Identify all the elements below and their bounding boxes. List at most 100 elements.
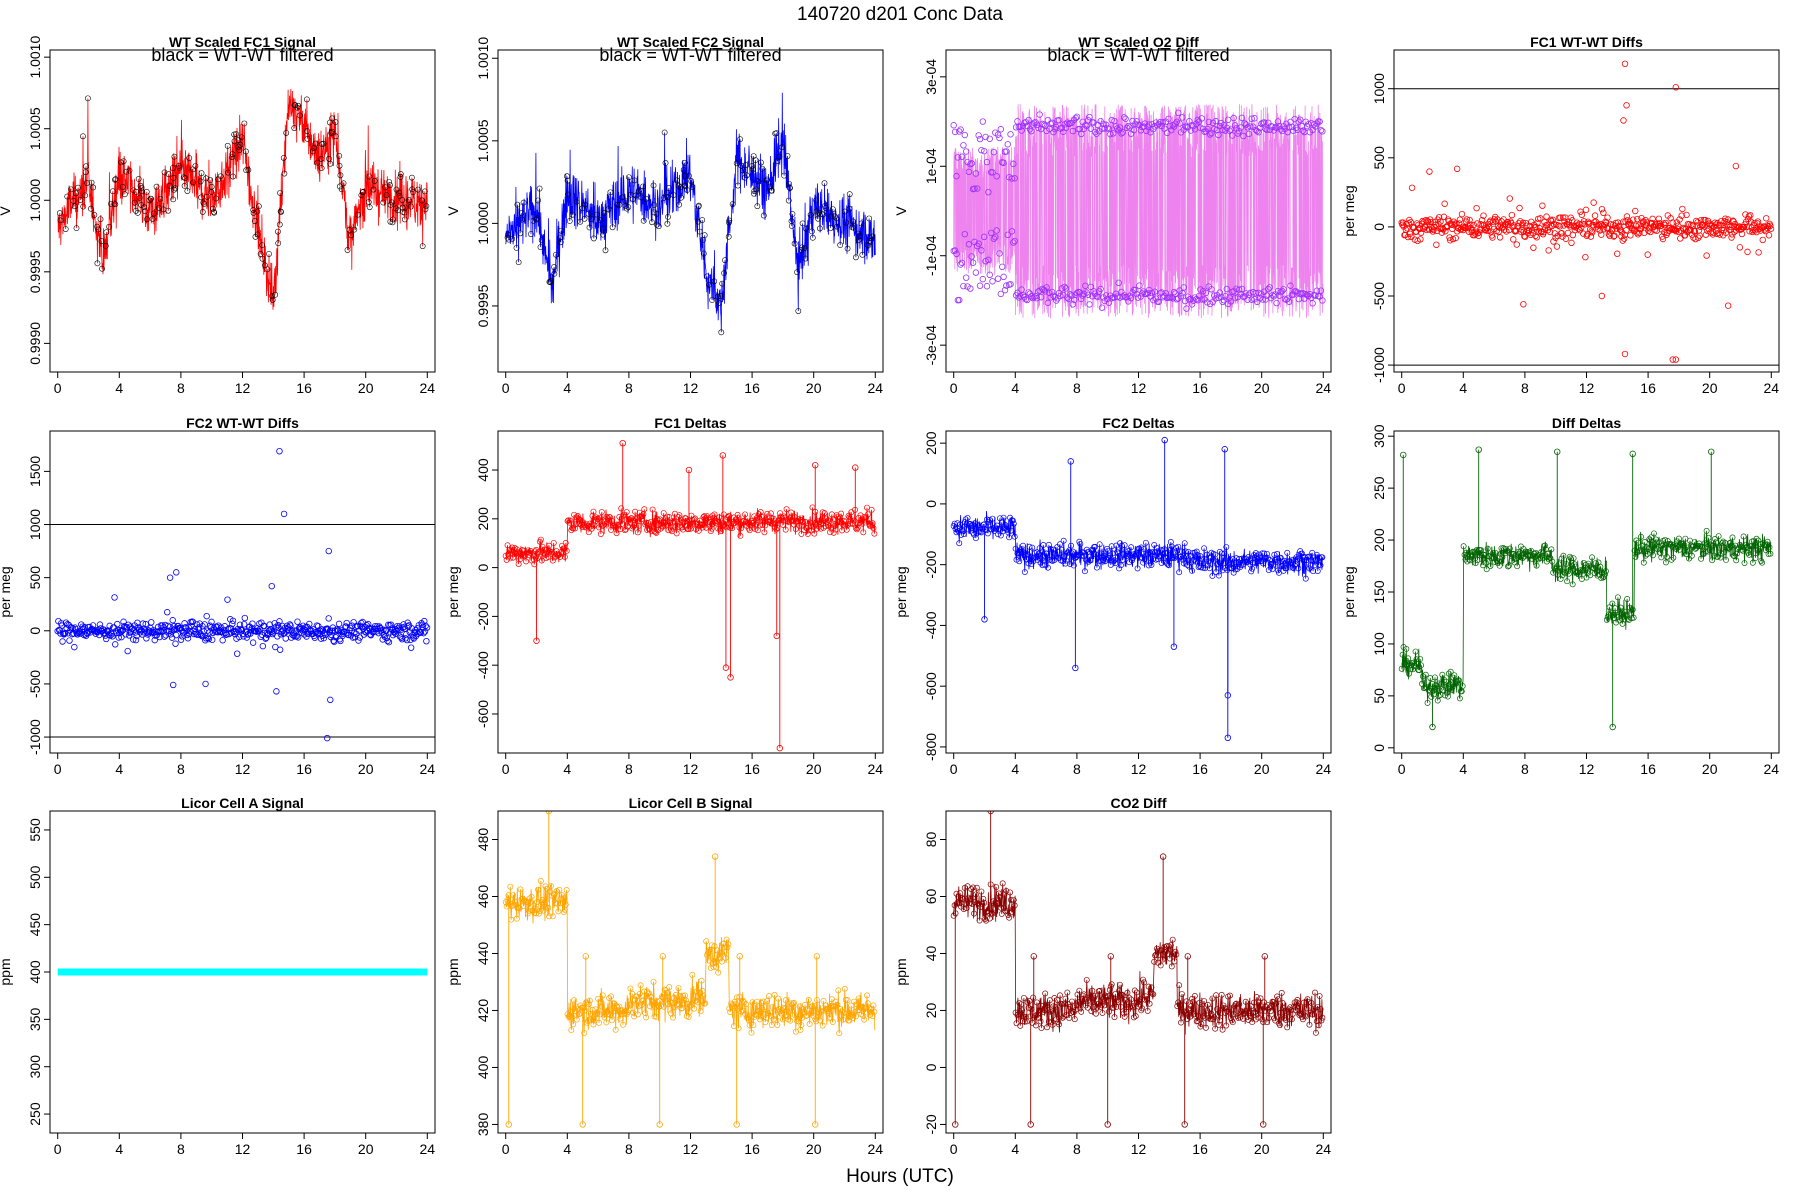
data-point	[301, 631, 308, 638]
data-point	[1022, 296, 1029, 303]
data-point	[1520, 301, 1527, 308]
data-point	[993, 227, 1000, 234]
data-point	[787, 1017, 794, 1024]
filtered-point	[184, 188, 191, 194]
data-point	[706, 518, 712, 525]
data-point	[718, 950, 724, 957]
data-point	[1600, 574, 1607, 581]
data-point	[959, 896, 966, 903]
x-tick-label: 24	[420, 1141, 436, 1157]
filtered-point	[181, 182, 188, 189]
data-point	[760, 998, 767, 1005]
data-point	[277, 631, 285, 638]
data-point	[1078, 130, 1085, 138]
data-point	[773, 526, 780, 533]
data-point	[1597, 563, 1604, 570]
data-point	[1122, 115, 1129, 122]
data-point	[1312, 989, 1318, 996]
data-point	[1198, 1020, 1205, 1027]
data-point	[1303, 122, 1311, 130]
data-point	[859, 1004, 866, 1010]
data-point	[1176, 982, 1183, 989]
data-point	[971, 910, 977, 917]
filtered-point	[399, 197, 406, 203]
data-point	[1312, 123, 1319, 130]
data-point	[1610, 611, 1617, 618]
data-point	[524, 910, 531, 917]
data-point	[1600, 209, 1607, 217]
data-point	[1044, 116, 1052, 124]
data-point	[974, 185, 981, 192]
data-point	[1738, 546, 1745, 553]
data-point	[965, 241, 973, 248]
data-point	[780, 513, 787, 520]
filtered-point	[328, 130, 335, 136]
data-point	[1633, 537, 1640, 544]
y-tick-label: 400	[475, 1056, 491, 1080]
data-point	[1252, 550, 1259, 557]
data-point	[1291, 562, 1298, 569]
data-point	[858, 1011, 865, 1018]
data-point	[653, 529, 660, 536]
data-point	[1041, 288, 1049, 295]
data-point	[572, 1003, 579, 1010]
data-point	[834, 513, 841, 520]
series-line	[1401, 530, 1772, 703]
filtered-point	[99, 265, 105, 272]
data-point	[628, 515, 635, 522]
x-tick-label: 8	[1073, 1141, 1081, 1157]
data-point	[1162, 949, 1169, 956]
data-point	[1067, 561, 1074, 567]
data-point	[1063, 557, 1070, 564]
data-point	[1086, 301, 1093, 308]
data-point	[1194, 296, 1201, 304]
data-point	[163, 609, 171, 616]
data-point	[1070, 562, 1077, 569]
data-point	[1118, 991, 1125, 998]
data-point	[1547, 216, 1554, 224]
data-point	[747, 1017, 754, 1024]
data-point	[718, 958, 725, 965]
data-point	[1659, 233, 1666, 240]
filtered-point	[832, 213, 838, 220]
filtered-point	[386, 179, 393, 185]
data-point	[146, 628, 154, 635]
filtered-point	[303, 96, 310, 103]
data-point	[847, 1013, 854, 1020]
data-point	[1087, 557, 1094, 564]
data-point	[964, 883, 971, 890]
data-point	[1310, 1007, 1317, 1014]
data-point	[703, 938, 710, 945]
y-tick-label: 20	[923, 1002, 939, 1018]
data-point	[1291, 115, 1298, 123]
data-point	[334, 627, 341, 635]
data-point	[1609, 600, 1616, 607]
panel-title: Diff Deltas	[1552, 415, 1621, 431]
data-point	[507, 883, 514, 890]
filtered-point	[320, 140, 327, 147]
data-point	[156, 633, 163, 641]
data-point	[708, 942, 715, 949]
data-point	[286, 621, 294, 628]
data-point	[1722, 539, 1729, 546]
data-point	[713, 963, 720, 970]
data-point	[702, 515, 709, 522]
data-point	[794, 1015, 801, 1022]
data-point	[1693, 217, 1700, 225]
data-point	[722, 954, 729, 961]
x-tick-label: 12	[235, 1141, 251, 1157]
data-point	[1398, 665, 1405, 672]
data-point	[1319, 128, 1326, 135]
data-point	[727, 1009, 734, 1016]
data-point	[1712, 539, 1719, 546]
plot-area	[950, 436, 1326, 742]
filtered-point	[513, 244, 520, 251]
data-point	[1456, 695, 1463, 702]
data-point	[1172, 553, 1179, 560]
data-point	[342, 623, 349, 631]
filtered-point	[699, 217, 706, 223]
data-point	[1721, 549, 1728, 556]
data-point	[423, 637, 430, 645]
data-point	[958, 259, 966, 267]
data-point	[1150, 555, 1157, 562]
